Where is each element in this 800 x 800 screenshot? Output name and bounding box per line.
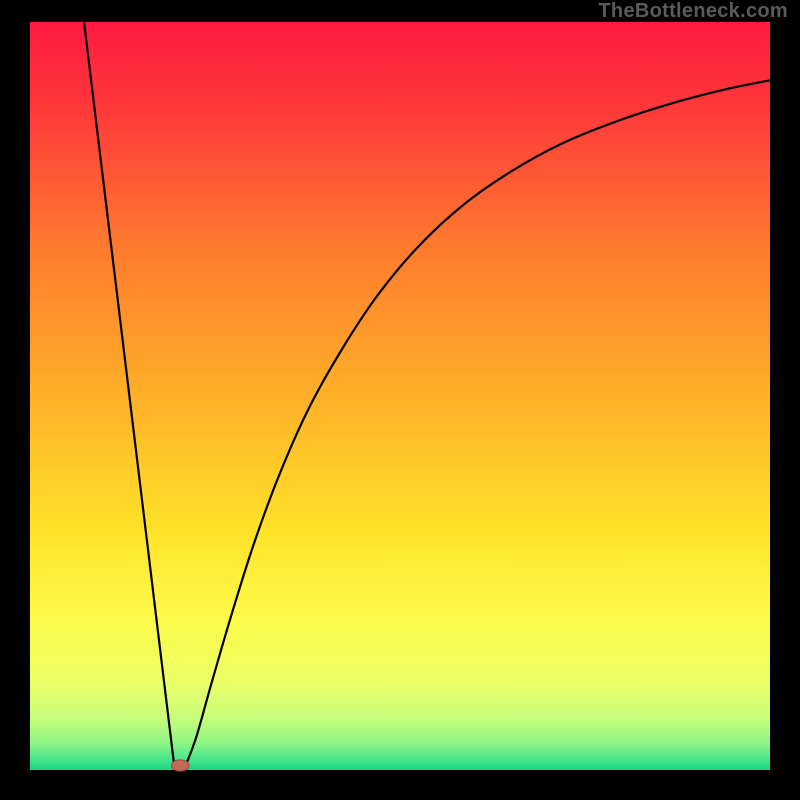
optimum-marker — [171, 760, 189, 771]
chart-container: TheBottleneck.com — [0, 0, 800, 800]
watermark-text: TheBottleneck.com — [598, 0, 788, 23]
bottleneck-chart — [0, 0, 800, 800]
plot-gradient-background — [30, 22, 770, 770]
